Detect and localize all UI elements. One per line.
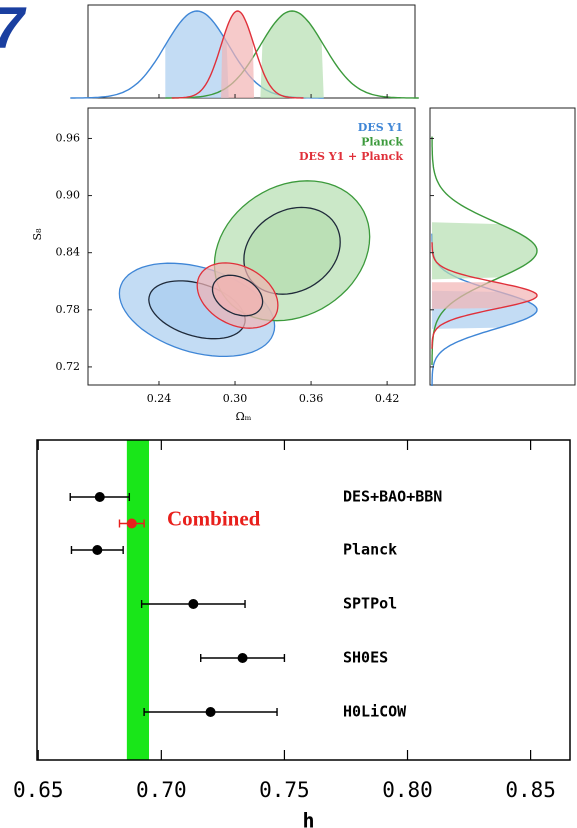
legend-label: DES Y1 + Planck: [299, 150, 403, 163]
series-label: Combined: [167, 506, 261, 530]
marginal-right-frame: [429, 107, 576, 386]
x-tick-label: 0.70: [136, 778, 187, 802]
series-label: H0LiCOW: [343, 703, 407, 721]
x-tick-label: 0.80: [382, 778, 433, 802]
y-tick-label: 0.84: [56, 246, 81, 259]
point: [126, 518, 137, 529]
legend-label: DES Y1: [358, 121, 403, 134]
x-tick-label: 0.24: [147, 392, 172, 405]
plot-frame: [87, 107, 416, 386]
marginal-curve: [431, 136, 538, 365]
contour-68: [211, 274, 264, 317]
marginal-shade: [221, 11, 255, 98]
marginal-shade: [260, 11, 324, 98]
y-tick-label: 0.78: [56, 303, 81, 316]
marginal-shade: [432, 282, 537, 309]
legend-label: Planck: [361, 136, 403, 149]
x-tick-label: 0.42: [375, 392, 400, 405]
y-axis-label: S₈: [31, 228, 44, 241]
series-label: DES+BAO+BBN: [343, 488, 442, 506]
y-tick-label: 0.90: [56, 189, 81, 202]
marginal-shade: [432, 222, 537, 280]
x-axis-label: Ωₘ: [236, 410, 252, 423]
y-tick-label: 0.72: [56, 360, 81, 373]
series-label: Planck: [343, 541, 397, 559]
x-tick-label: 0.85: [505, 778, 556, 802]
contour-68: [243, 206, 341, 295]
point: [205, 707, 216, 717]
marginal-curve: [171, 10, 304, 99]
point: [92, 545, 103, 555]
point: [188, 599, 199, 609]
x-tick-label: 0.30: [223, 392, 248, 405]
x-tick-label: 0.65: [13, 778, 64, 802]
marginal-curve: [165, 10, 419, 99]
point: [94, 492, 105, 502]
y-tick-label: 0.96: [56, 131, 81, 144]
series-label: SH0ES: [343, 649, 388, 667]
corner-fragment: 7: [0, 0, 27, 60]
point: [237, 653, 248, 663]
marginal-curve: [431, 242, 538, 349]
plot-frame: [36, 439, 571, 761]
x-axis-label: h: [302, 809, 314, 828]
x-tick-label: 0.75: [259, 778, 310, 802]
series-label: SPTPol: [343, 595, 397, 613]
marginal-shade: [165, 11, 229, 98]
x-tick-label: 0.36: [299, 392, 324, 405]
